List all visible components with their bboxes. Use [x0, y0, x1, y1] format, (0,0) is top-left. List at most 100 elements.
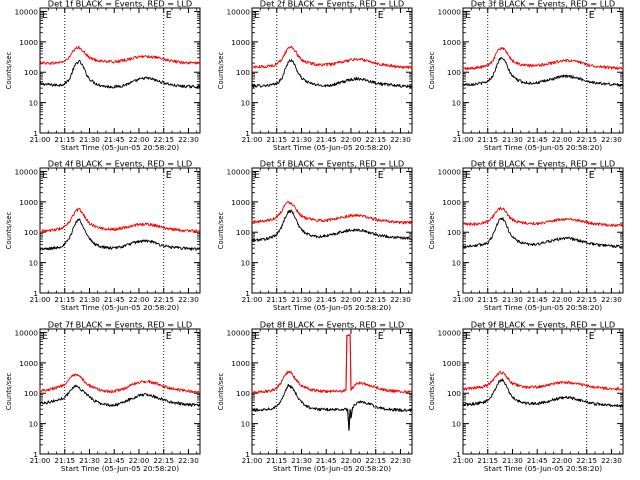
- series-lld-line: [39, 373, 201, 394]
- series-lld-spike: [345, 334, 354, 392]
- y-tick-label: 10: [452, 259, 462, 268]
- series-events-spike: [346, 406, 354, 431]
- x-tick-label: 21:30: [79, 456, 100, 465]
- x-tick-label: 22:15: [576, 456, 597, 465]
- y-tick-label: 100: [24, 389, 38, 398]
- y-tick-label: 1: [245, 289, 250, 298]
- series-events-line: [462, 217, 624, 249]
- chart-panel-1: Det 1f BLACK = Events, RED = LLD 1 10 100 10…: [5, 0, 201, 152]
- chart-title: Det 5f BLACK = Events, RED = LLD: [260, 159, 404, 169]
- x-tick-label: 21:45: [104, 135, 125, 144]
- chart-panel-5: Det 5f BLACK = Events, RED = LLD 1 10 100 10…: [217, 159, 413, 312]
- y-tick-label: 10000: [437, 167, 461, 176]
- y-tick-label: 1: [245, 129, 250, 138]
- event-marker-label: E: [42, 170, 48, 181]
- x-tick-label: 22:30: [601, 135, 622, 144]
- x-axis-label: Start Time (05-Jun-05 20:58:20): [484, 303, 602, 312]
- y-tick-label: 1000: [19, 359, 38, 368]
- y-tick-label: 1: [456, 289, 461, 298]
- y-axis-label: Counts/sec: [5, 373, 13, 411]
- series-lld-line: [251, 334, 413, 395]
- plot-frame: [39, 7, 201, 134]
- x-tick-label: 22:30: [178, 456, 199, 465]
- y-axis-label: Counts/sec: [217, 212, 225, 250]
- y-tick-label: 1000: [442, 198, 461, 207]
- x-axis-label: Start Time (05-Jun-05 20:58:20): [273, 143, 391, 152]
- event-marker-label: E: [378, 331, 384, 342]
- x-tick-label: 21:00: [30, 295, 51, 304]
- x-tick-label: 21:15: [477, 456, 498, 465]
- x-tick-label: 22:00: [129, 456, 150, 465]
- y-axis-label: Counts/sec: [5, 52, 13, 90]
- x-tick-label: 21:30: [502, 295, 523, 304]
- y-tick-label: 1000: [19, 38, 38, 47]
- y-tick-label: 10000: [226, 167, 250, 176]
- x-tick-label: 21:45: [316, 135, 337, 144]
- x-tick-label: 21:00: [30, 456, 51, 465]
- series-events-line: [251, 209, 413, 242]
- event-marker-label: E: [166, 170, 172, 181]
- x-tick-label: 22:15: [365, 135, 386, 144]
- series-lld-line: [251, 45, 413, 70]
- event-marker-label: E: [254, 10, 260, 21]
- x-tick-label: 22:15: [153, 135, 174, 144]
- event-marker-label: E: [42, 10, 48, 21]
- x-tick-label: 21:45: [104, 456, 125, 465]
- x-tick-label: 21:15: [54, 135, 75, 144]
- x-tick-label: 22:15: [153, 456, 174, 465]
- y-tick-label: 1000: [19, 198, 38, 207]
- y-tick-label: 100: [447, 68, 461, 77]
- series-events-line: [39, 218, 201, 251]
- x-tick-label: 22:00: [552, 135, 573, 144]
- y-axis-label: Counts/sec: [428, 373, 436, 411]
- x-tick-label: 22:30: [601, 295, 622, 304]
- x-tick-label: 21:15: [54, 456, 75, 465]
- x-tick-label: 22:30: [390, 295, 411, 304]
- plot-frame: [251, 7, 413, 134]
- x-tick-label: 22:00: [552, 295, 573, 304]
- event-marker-label: E: [42, 331, 48, 342]
- plot-frame: [462, 7, 624, 134]
- x-tick-label: 21:45: [527, 456, 548, 465]
- x-tick-label: 22:30: [390, 135, 411, 144]
- x-tick-label: 22:15: [153, 295, 174, 304]
- chart-panel-2: Det 2f BLACK = Events, RED = LLD 1 10 100 10…: [217, 0, 413, 152]
- series-lld-line: [462, 47, 624, 71]
- y-tick-label: 10000: [437, 7, 461, 16]
- x-tick-label: 21:15: [266, 135, 287, 144]
- y-tick-label: 100: [447, 228, 461, 237]
- y-tick-label: 1000: [442, 38, 461, 47]
- series-events-line: [462, 378, 624, 408]
- y-tick-label: 100: [24, 228, 38, 237]
- y-tick-label: 10: [29, 259, 39, 268]
- chart-panel-9: Det 9f BLACK = Events, RED = LLD 1 10 100 10…: [428, 320, 624, 473]
- event-marker-label: E: [465, 331, 471, 342]
- x-tick-label: 21:00: [242, 295, 263, 304]
- x-tick-label: 22:00: [129, 135, 150, 144]
- series-lld-line: [251, 201, 412, 225]
- x-tick-label: 21:30: [502, 135, 523, 144]
- x-tick-label: 22:00: [341, 135, 362, 144]
- y-tick-label: 100: [447, 389, 461, 398]
- y-axis-label: Counts/sec: [5, 212, 13, 250]
- y-tick-label: 1: [33, 450, 38, 459]
- event-marker-label: E: [589, 10, 595, 21]
- y-tick-label: 10: [29, 99, 39, 108]
- chart-panel-3: Det 3f BLACK = Events, RED = LLD 1 10 100 10…: [428, 0, 624, 152]
- x-tick-label: 21:00: [453, 456, 474, 465]
- y-tick-label: 10: [241, 99, 251, 108]
- event-marker-label: E: [254, 170, 260, 181]
- series-lld-line: [462, 370, 624, 392]
- series-events-line: [39, 384, 200, 408]
- chart-panel-4: Det 4f BLACK = Events, RED = LLD 1 10 100 10…: [5, 159, 201, 312]
- y-axis-label: Counts/sec: [428, 212, 436, 250]
- x-tick-label: 21:45: [527, 295, 548, 304]
- x-tick-label: 22:15: [365, 295, 386, 304]
- y-tick-label: 1: [456, 450, 461, 459]
- series-events-line: [251, 383, 413, 431]
- event-marker-label: E: [254, 331, 260, 342]
- x-tick-label: 22:30: [178, 295, 199, 304]
- y-tick-label: 10: [452, 420, 462, 429]
- x-tick-label: 21:15: [266, 456, 287, 465]
- x-tick-label: 21:45: [527, 135, 548, 144]
